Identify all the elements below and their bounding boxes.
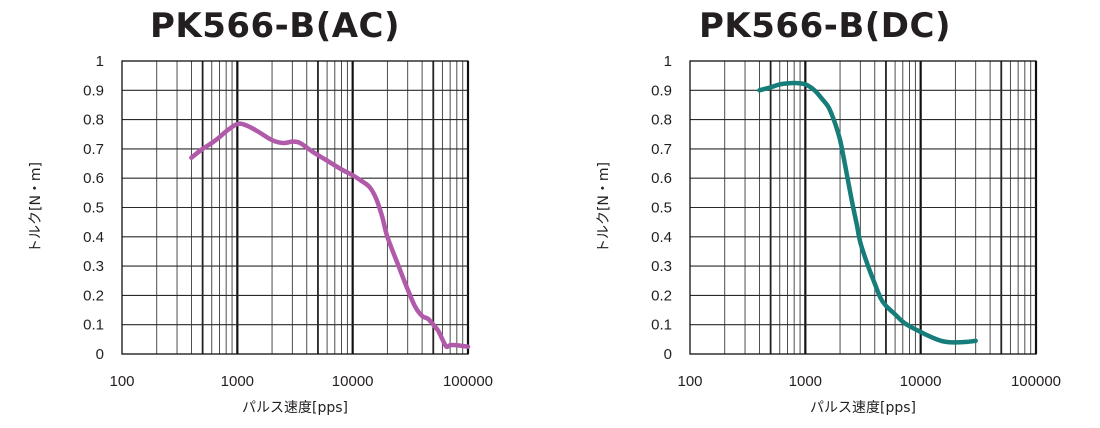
y-tick-label: 0.4 (651, 229, 672, 246)
y-tick-label: 0.7 (651, 141, 672, 158)
y-tick-label: 0.9 (83, 82, 104, 99)
y-tick-label: 0.7 (83, 141, 104, 158)
torque-curve (189, 121, 471, 350)
grid (121, 60, 470, 355)
y-tick-label: 0.6 (83, 170, 104, 187)
x-tick-label: 100 (109, 373, 134, 390)
y-tick-label: 0.3 (83, 258, 104, 275)
y-tick-label: 0.9 (651, 82, 672, 99)
x-tick-label: 1000 (221, 373, 254, 390)
plot-dc: 0 0.1 0.2 0.3 0.4 0.5 0.6 0.7 0.8 0.9 1 100 1000 1000… (596, 53, 1061, 416)
y-tick-label: 0.2 (83, 287, 104, 304)
y-tick-label: 0.1 (651, 317, 672, 334)
x-tick-label: 10000 (332, 373, 374, 390)
y-tick-label: 0.5 (83, 200, 104, 217)
x-tick-label: 1000 (789, 373, 822, 390)
y-tick-label: 0.8 (83, 112, 104, 129)
y-tick-label: 0.5 (651, 200, 672, 217)
y-tick-label: 0 (96, 346, 104, 363)
chart-dc: PK566-B(DC) 0 0.1 0.2 0.3 0.4 0.5 0.6 0.7 0.8 0.9… (550, 0, 1100, 428)
chart-title: PK566-B(AC) (149, 6, 401, 46)
y-tick-label: 0.4 (83, 229, 104, 246)
plot-frame (689, 60, 1037, 355)
grid (689, 60, 1038, 355)
y-tick-label: 1 (664, 53, 672, 70)
y-tick-label: 0.3 (651, 258, 672, 275)
y-axis-title: トルク[N・m] (596, 162, 612, 253)
y-tick-label: 0.2 (651, 287, 672, 304)
y-axis-title: トルク[N・m] (28, 162, 44, 253)
y-tick-label: 0 (664, 346, 672, 363)
x-tick-label: 100 (677, 373, 702, 390)
x-tick-label: 10000 (900, 373, 942, 390)
y-tick-label: 0.6 (651, 170, 672, 187)
x-tick-label: 100000 (1011, 373, 1061, 390)
plot-frame (121, 60, 469, 355)
y-tick-label: 0.1 (83, 317, 104, 334)
x-axis-title: パルス速度[pps] (242, 400, 348, 416)
y-tick-label: 1 (96, 53, 104, 70)
torque-curve (757, 80, 978, 345)
y-tick-label: 0.8 (651, 112, 672, 129)
chart-ac: PK566-B(AC) 0 0.1 0.2 0.3 0.4 0.5 0.6 0.7 0.8 0.9… (28, 6, 493, 416)
x-tick-label: 100000 (443, 373, 493, 390)
x-axis-title: パルス速度[pps] (810, 400, 916, 416)
plot-ac: 0 0.1 0.2 0.3 0.4 0.5 0.6 0.7 0.8 0.9 1 100 1000 1000… (28, 53, 493, 416)
chart-title: PK566-B(DC) (698, 6, 952, 46)
